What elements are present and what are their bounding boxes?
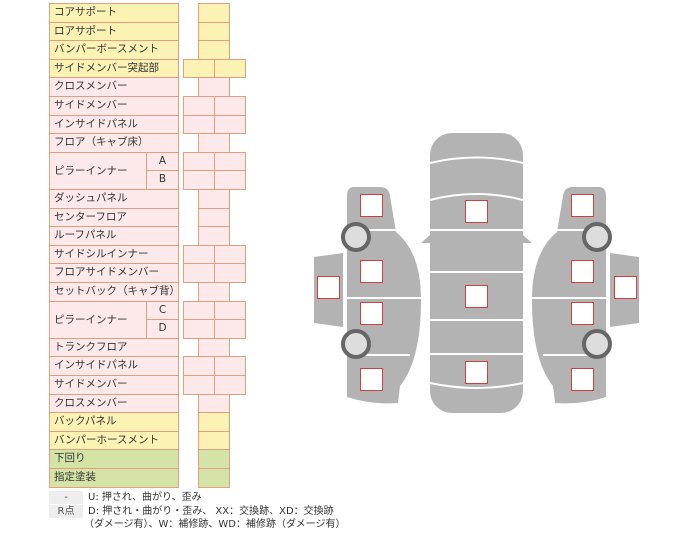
part-label: フロアサイドメンバー [49, 263, 179, 283]
damage-marker[interactable] [571, 368, 594, 391]
mirror-left [421, 235, 430, 243]
wheel-icon [341, 329, 371, 359]
part-label: サイドシルインナー [49, 244, 179, 265]
part-label: バンパーホースメント [49, 430, 179, 451]
wheel-icon [582, 222, 612, 252]
check-cell[interactable] [214, 170, 246, 190]
part-label: 指定塗装 [49, 468, 179, 488]
damage-marker[interactable] [465, 361, 488, 384]
part-label: センターフロア [49, 207, 179, 228]
part-label: インサイドパネル [49, 114, 179, 135]
check-cell[interactable] [214, 58, 246, 79]
damage-marker[interactable] [571, 302, 594, 325]
part-label: バックパネル [49, 412, 179, 432]
legend-text-w: （ダメージ有）、W：補修跡、WD：補修跡（ダメージ有） [84, 519, 346, 530]
part-label: サイドメンバー [49, 96, 179, 116]
mirror-right [523, 235, 532, 243]
check-cell[interactable] [214, 114, 246, 135]
legend-text-d: D: 押され・曲がり・歪み、 XX：交換跡、XD：交換跡 [88, 506, 334, 517]
legend-key-r: R点 [49, 505, 83, 518]
part-label: フロア（キャブ床） [49, 133, 179, 153]
part-label: クロスメンバー [49, 77, 179, 97]
damage-marker[interactable] [360, 368, 383, 391]
check-cell[interactable] [214, 263, 246, 283]
damage-marker[interactable] [614, 276, 637, 299]
damage-marker[interactable] [571, 194, 594, 217]
damage-marker[interactable] [317, 276, 340, 299]
part-label: バンパーボースメント [49, 40, 179, 60]
check-cell[interactable] [214, 375, 246, 395]
check-cell[interactable] [214, 319, 246, 339]
wheel-icon [341, 222, 371, 252]
pillar-letter: C [146, 300, 179, 321]
part-label: サイドメンバー突起部 [49, 58, 179, 79]
damage-marker[interactable] [571, 260, 594, 283]
damage-marker[interactable] [360, 260, 383, 283]
part-label: ピラーインナー [49, 151, 147, 190]
pillar-letter: A [146, 151, 179, 172]
damage-marker[interactable] [465, 285, 488, 308]
legend-text-u: U: 押され、曲がり、歪み [88, 492, 202, 503]
damage-marker[interactable] [465, 200, 488, 223]
check-cell[interactable] [198, 468, 230, 488]
part-label: クロスメンバー [49, 393, 179, 414]
damage-marker[interactable] [360, 302, 383, 325]
part-label: ピラーインナー [49, 300, 147, 339]
legend-key-dash: - [49, 491, 83, 504]
wheel-icon [582, 329, 612, 359]
damage-marker[interactable] [360, 194, 383, 217]
